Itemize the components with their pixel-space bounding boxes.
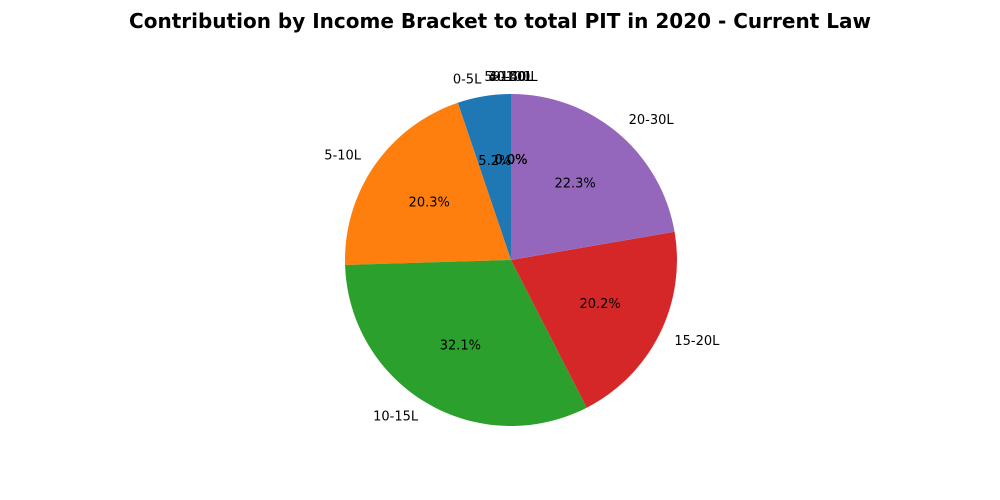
slice-label-5-10l: 5-10L: [324, 148, 362, 163]
slice-label-40-50l: 40-50L: [488, 70, 534, 85]
pie-slice-15-20l: [511, 231, 677, 408]
pie-slice-20-30l: [511, 94, 675, 260]
slice-label-15-20l: 15-20L: [674, 334, 720, 349]
percent-labels: 5.2%20.3%32.1%20.2%22.3%0.0%0.0%0.0%0.0%: [409, 153, 621, 353]
pie-slice-5-10l: [345, 102, 511, 265]
pie-slice-0-5l: [457, 94, 511, 260]
slice-label-over-100l: >100L: [490, 70, 534, 85]
slice-label-20-30l: 20-30L: [629, 113, 675, 128]
pie-slice-10-15l: [345, 260, 587, 426]
pct-label-10-15l: 32.1%: [440, 338, 481, 353]
pie-slices: [345, 94, 677, 426]
chart-title: Contribution by Income Bracket to total …: [129, 9, 871, 33]
slice-label-50-100l: 50-100L: [484, 70, 538, 85]
pct-label-over-100l: 0.0%: [494, 153, 527, 168]
pct-label-20-30l: 22.3%: [554, 176, 595, 191]
pct-label-30-40l: 0.0%: [494, 153, 527, 168]
slice-label-0-5l: 0-5L: [453, 72, 482, 87]
pct-label-5-10l: 20.3%: [409, 196, 450, 211]
slice-label-10-15l: 10-15L: [373, 410, 419, 425]
pct-label-50-100l: 0.0%: [494, 153, 527, 168]
slice-label-30-40l: 30-40L: [488, 70, 534, 85]
pct-label-40-50l: 0.0%: [494, 153, 527, 168]
pct-label-15-20l: 20.2%: [579, 297, 620, 312]
pct-label-0-5l: 5.2%: [478, 154, 511, 169]
slice-labels: 0-5L5-10L10-15L15-20L20-30L30-40L40-50L5…: [324, 70, 720, 425]
